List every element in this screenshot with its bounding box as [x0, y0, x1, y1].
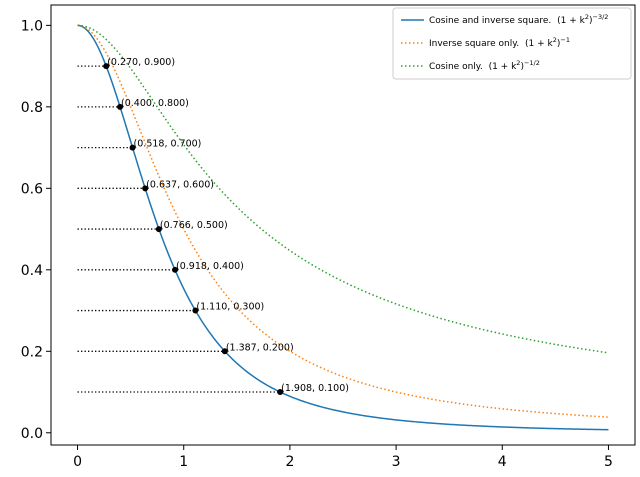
x-tick-label-1: 1: [179, 454, 188, 470]
legend-entry-cosine-only: Cosine only. (1 + k2)−1/2: [429, 59, 540, 72]
point-label-3: (0.518, 0.700): [134, 139, 202, 150]
series-line-cosine-only: [77, 24, 609, 354]
data-point-7: [192, 307, 199, 314]
points-layer: [103, 63, 284, 396]
legend-entry-inverse-square: Inverse square only. (1 + k2)−1: [429, 36, 570, 49]
data-point-5: [155, 226, 162, 233]
x-axis: 0 1 2 3 4 5: [73, 445, 613, 470]
x-tick-label-5: 5: [604, 454, 613, 470]
data-point-8: [221, 348, 228, 355]
y-tick-label-1: 0.2: [21, 344, 43, 360]
x-tick-label-0: 0: [73, 454, 82, 470]
x-tick-label-3: 3: [392, 454, 401, 470]
data-point-4: [142, 185, 149, 192]
annotation-labels-layer: (0.270, 0.900) (0.400, 0.800) (0.518, 0.70…: [107, 57, 349, 394]
data-point-6: [172, 266, 179, 273]
series-line-cosine-inverse-square: [77, 24, 609, 431]
legend-entry-cosine-inverse-square: Cosine and inverse square. (1 + k2)−3/2: [429, 13, 608, 26]
y-tick-label-5: 1.0: [21, 18, 43, 34]
x-tick-label-4: 4: [498, 454, 507, 470]
y-tick-label-4: 0.8: [21, 100, 43, 116]
series-line-inverse-square: [77, 24, 609, 418]
data-point-1: [103, 63, 110, 70]
legend: Cosine and inverse square. (1 + k2)−3/2 …: [392, 7, 632, 80]
data-point-3: [129, 144, 136, 151]
point-label-7: (1.110, 0.300): [196, 302, 264, 313]
curves-layer: [77, 24, 609, 431]
plot-frame: [50, 4, 636, 446]
data-point-2: [117, 103, 124, 110]
point-label-9: (1.908, 0.100): [281, 383, 349, 394]
point-label-8: (1.387, 0.200): [226, 342, 294, 353]
data-point-9: [277, 389, 284, 396]
point-label-2: (0.400, 0.800): [121, 98, 189, 109]
legend-box: [392, 7, 632, 80]
y-tick-label-2: 0.4: [21, 263, 43, 279]
y-axis: 0.0 0.2 0.4 0.6 0.8 1.0: [21, 18, 51, 442]
point-label-6: (0.918, 0.400): [176, 261, 244, 272]
y-tick-label-3: 0.6: [21, 181, 43, 197]
point-label-5: (0.766, 0.500): [160, 220, 228, 231]
point-label-1: (0.270, 0.900): [107, 57, 175, 68]
guide-lines-layer: [77, 65, 281, 393]
x-tick-label-2: 2: [285, 454, 294, 470]
y-tick-label-0: 0.0: [21, 426, 43, 442]
point-label-4: (0.637, 0.600): [146, 179, 214, 190]
